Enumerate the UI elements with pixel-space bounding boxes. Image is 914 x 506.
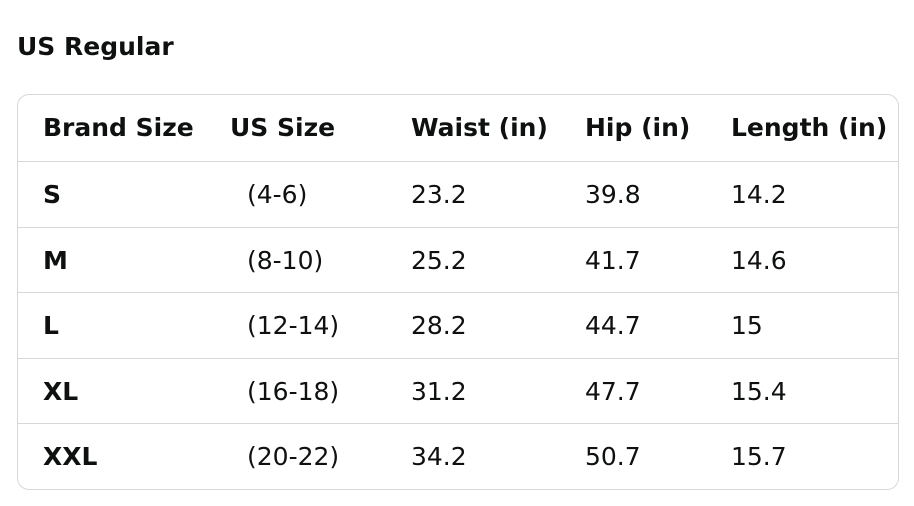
column-header: Brand Size <box>43 113 194 142</box>
table-cell: 31.2 <box>411 376 467 406</box>
table-cell: 50.7 <box>585 442 641 472</box>
size-table: Brand Size US Size Waist (in) Hip (in) Lengt… <box>17 94 899 490</box>
table-cell: 15 <box>731 311 763 341</box>
table-cell: 14.6 <box>731 245 787 275</box>
table-row: XL (16-18) 31.2 47.7 15.4 <box>18 357 898 425</box>
header-row: Brand Size US Size Waist (in) Hip (in) Lengt… <box>18 95 898 161</box>
table-row: M (8-10) 25.2 41.7 14.6 <box>18 226 898 294</box>
column-header: Length (in) <box>731 113 888 142</box>
table-cell: 41.7 <box>585 245 641 275</box>
table-cell: S <box>43 180 62 209</box>
table-row: XXL (20-22) 34.2 50.7 15.7 <box>18 423 898 489</box>
table-cell: 44.7 <box>585 311 641 341</box>
table-cell: 25.2 <box>411 245 467 275</box>
table-cell: (12-14) <box>247 311 340 341</box>
table-cell: (20-22) <box>247 442 340 472</box>
table-cell: 15.4 <box>731 376 787 406</box>
table-cell: XXL <box>43 442 98 472</box>
table-cell: 47.7 <box>585 376 641 406</box>
table-row: S (4-6) 23.2 39.8 14.2 <box>18 161 898 228</box>
table-cell: (8-10) <box>247 245 324 275</box>
column-header: US Size <box>230 113 336 142</box>
table-cell: 15.7 <box>731 442 787 472</box>
column-header: Waist (in) <box>411 113 548 142</box>
table-cell: XL <box>43 376 79 406</box>
table-title: US Regular <box>17 32 174 61</box>
table-cell: L <box>43 311 59 341</box>
table-cell: M <box>43 245 68 275</box>
table-cell: 23.2 <box>411 180 467 209</box>
table-cell: 34.2 <box>411 442 467 472</box>
table-row: L (12-14) 28.2 44.7 15 <box>18 292 898 359</box>
table-cell: 14.2 <box>731 180 787 209</box>
column-header: Hip (in) <box>585 113 691 142</box>
table-cell: (4-6) <box>247 180 308 209</box>
table-cell: 39.8 <box>585 180 641 209</box>
table-cell: 28.2 <box>411 311 467 341</box>
table-cell: (16-18) <box>247 376 340 406</box>
